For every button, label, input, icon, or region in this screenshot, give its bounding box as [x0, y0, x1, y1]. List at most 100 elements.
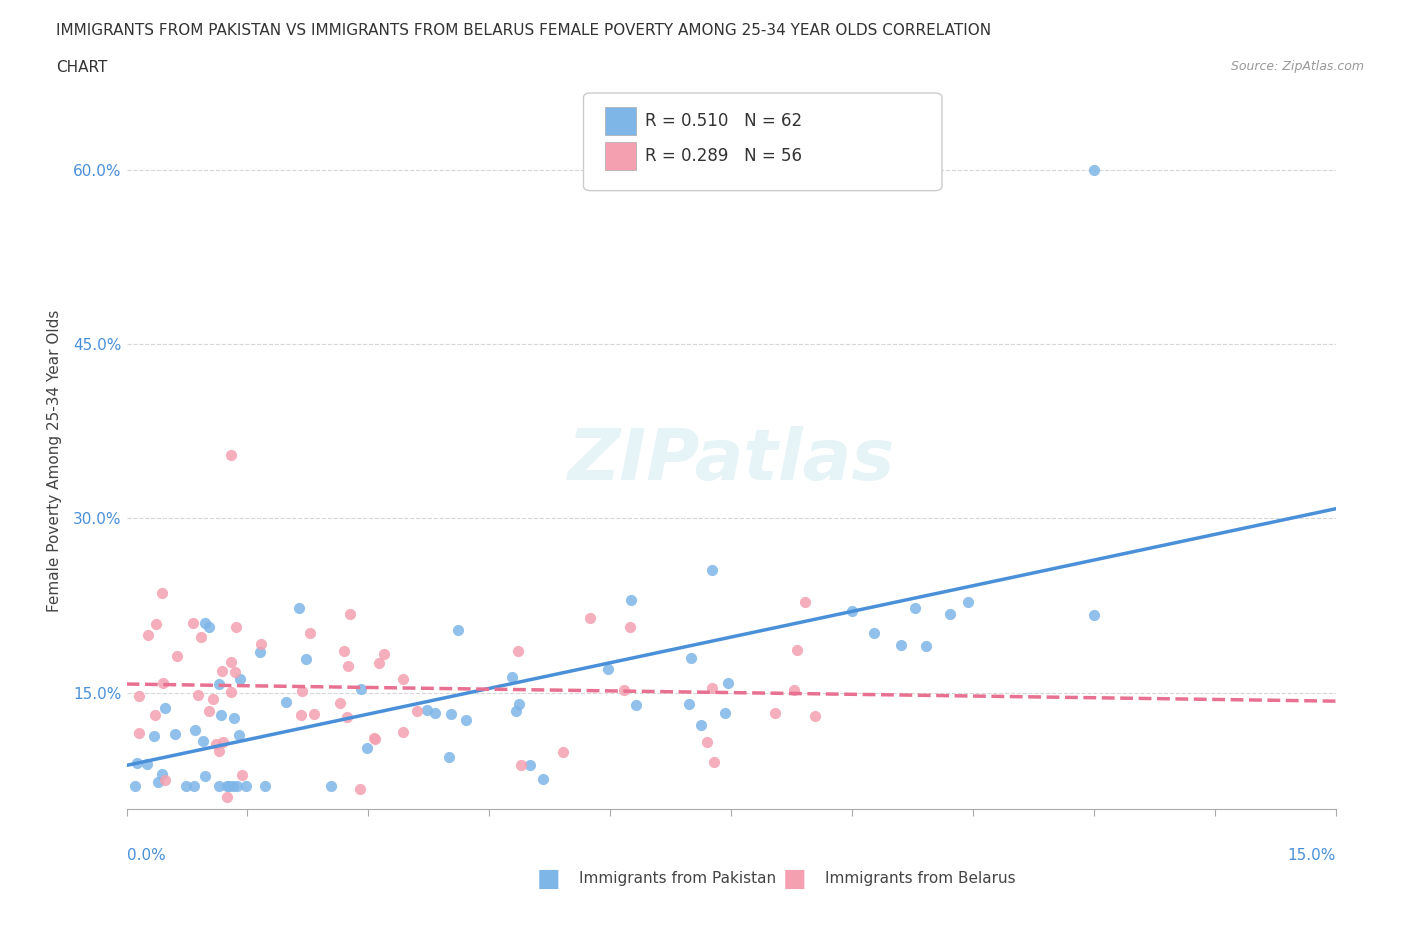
Point: [904, 600, 927, 615]
Point: [128, 725, 150, 740]
Text: Source: ZipAtlas.com: Source: ZipAtlas.com: [1230, 60, 1364, 73]
Point: [250, 637, 273, 652]
Point: [619, 620, 641, 635]
Point: [183, 778, 205, 793]
Point: [127, 756, 149, 771]
Point: [211, 663, 233, 678]
Point: [128, 688, 150, 703]
Point: [302, 707, 325, 722]
Point: [678, 697, 700, 711]
Point: [509, 757, 531, 772]
Point: [333, 644, 356, 658]
Point: [191, 734, 214, 749]
Point: [696, 734, 718, 749]
Point: [207, 677, 229, 692]
Point: [391, 724, 413, 739]
Point: [291, 684, 314, 698]
Point: [501, 669, 523, 684]
Point: [174, 778, 197, 793]
Point: [336, 710, 359, 724]
Point: [143, 729, 166, 744]
Point: [363, 730, 385, 745]
Text: 15.0%: 15.0%: [1288, 848, 1336, 863]
Point: [1083, 607, 1105, 622]
Point: [363, 732, 385, 747]
Point: [221, 778, 243, 793]
Text: 0.0%: 0.0%: [127, 848, 166, 863]
Point: [198, 703, 221, 718]
Text: R = 0.510   N = 62: R = 0.510 N = 62: [645, 112, 803, 130]
Point: [187, 687, 209, 702]
Point: [939, 606, 962, 621]
Y-axis label: Female Poverty Among 25-34 Year Olds: Female Poverty Among 25-34 Year Olds: [46, 309, 62, 612]
Point: [690, 717, 713, 732]
Point: [224, 664, 246, 679]
Point: [274, 695, 297, 710]
Point: [218, 778, 240, 793]
Point: [1083, 163, 1105, 178]
Point: [143, 707, 166, 722]
Point: [150, 585, 173, 600]
Point: [356, 740, 378, 755]
Point: [225, 619, 247, 634]
Point: [212, 735, 235, 750]
Point: [579, 610, 602, 625]
Point: [152, 676, 174, 691]
Point: [620, 593, 643, 608]
Point: [783, 683, 806, 698]
Point: [190, 630, 212, 644]
Point: [508, 643, 530, 658]
Text: CHART: CHART: [56, 60, 108, 75]
Point: [367, 656, 389, 671]
Point: [679, 650, 702, 665]
Point: [596, 661, 619, 676]
Point: [231, 767, 253, 782]
Point: [136, 628, 159, 643]
Point: [350, 682, 373, 697]
Point: [508, 697, 530, 711]
Point: [299, 625, 322, 640]
Point: [146, 775, 169, 790]
Point: [804, 709, 827, 724]
Text: Immigrants from Pakistan: Immigrants from Pakistan: [579, 871, 776, 886]
Point: [613, 683, 636, 698]
Point: [700, 563, 723, 578]
Point: [703, 754, 725, 769]
Point: [229, 672, 252, 687]
Point: [124, 778, 146, 793]
Point: [447, 622, 470, 637]
Point: [198, 619, 221, 634]
Point: [166, 649, 188, 664]
Point: [209, 708, 232, 723]
Point: [713, 706, 735, 721]
Point: [329, 696, 352, 711]
Point: [155, 772, 177, 787]
Point: [226, 778, 249, 793]
Point: [717, 676, 740, 691]
Point: [208, 778, 231, 793]
Point: [454, 712, 477, 727]
Point: [155, 700, 177, 715]
Point: [222, 711, 245, 725]
Point: [163, 726, 186, 741]
Point: [519, 757, 541, 772]
Point: [254, 778, 277, 793]
Point: [841, 604, 863, 618]
Point: [204, 737, 226, 751]
Point: [228, 727, 250, 742]
Point: [215, 790, 238, 804]
Point: [208, 743, 231, 758]
Point: [416, 702, 439, 717]
Point: [150, 766, 173, 781]
Text: ■: ■: [783, 867, 806, 891]
Point: [145, 617, 167, 631]
Point: [201, 692, 224, 707]
Point: [392, 671, 415, 686]
Text: Immigrants from Belarus: Immigrants from Belarus: [825, 871, 1017, 886]
Point: [956, 594, 979, 609]
Text: R = 0.289   N = 56: R = 0.289 N = 56: [645, 147, 803, 166]
Point: [294, 652, 316, 667]
Point: [626, 698, 648, 712]
Point: [437, 750, 460, 764]
Point: [184, 723, 207, 737]
